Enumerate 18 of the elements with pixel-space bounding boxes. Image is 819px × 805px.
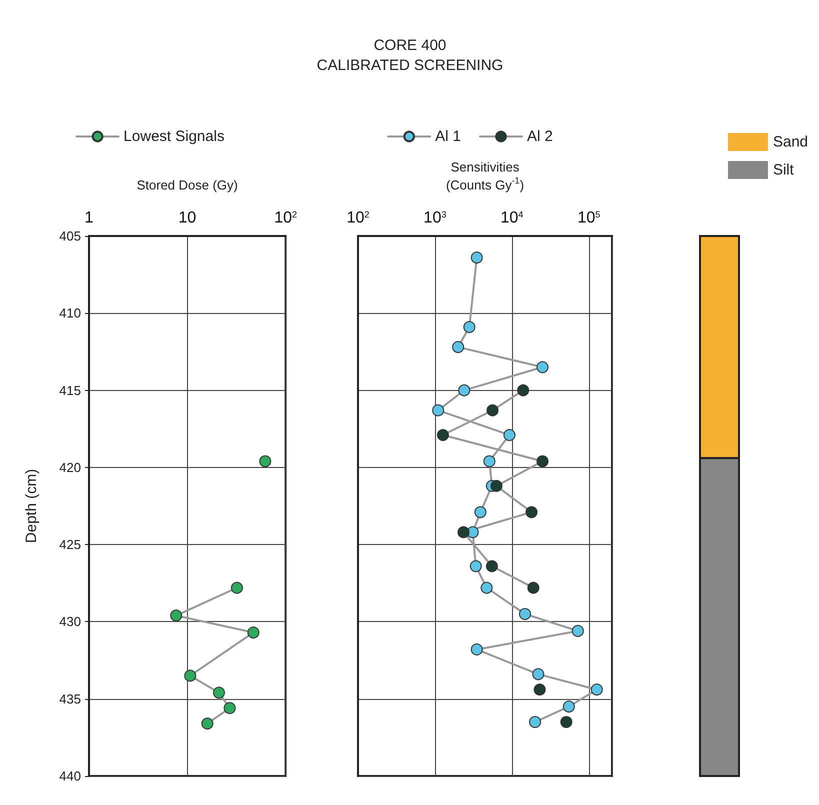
y-tick-label: 415 [59, 382, 81, 398]
y-tick-label: 435 [59, 691, 81, 706]
x-axis-title: Stored Dose (Gy) [136, 178, 238, 192]
legend-label: Lowest Signals [124, 128, 224, 145]
y-tick-label: 430 [59, 614, 81, 630]
y-tick-label: 420 [59, 460, 81, 475]
legend-label: Sand [772, 134, 808, 150]
y-tick-label: 440 [59, 768, 81, 784]
y-tick-label: 425 [59, 537, 81, 552]
y-tick-label: 405 [59, 228, 81, 244]
legend-label: Al 1 [435, 128, 462, 145]
y-axis-title: Depth (cm) [23, 468, 40, 544]
chart-title: CORE 400 CALIBRATED SCREENING [316, 36, 504, 76]
y-tick-label: 410 [59, 306, 81, 321]
legend-label: Al 2 [527, 128, 553, 145]
x-tick-label: 1 [84, 210, 94, 226]
x-tick-label: 10 [178, 210, 196, 226]
legend-label: Silt [772, 162, 795, 178]
